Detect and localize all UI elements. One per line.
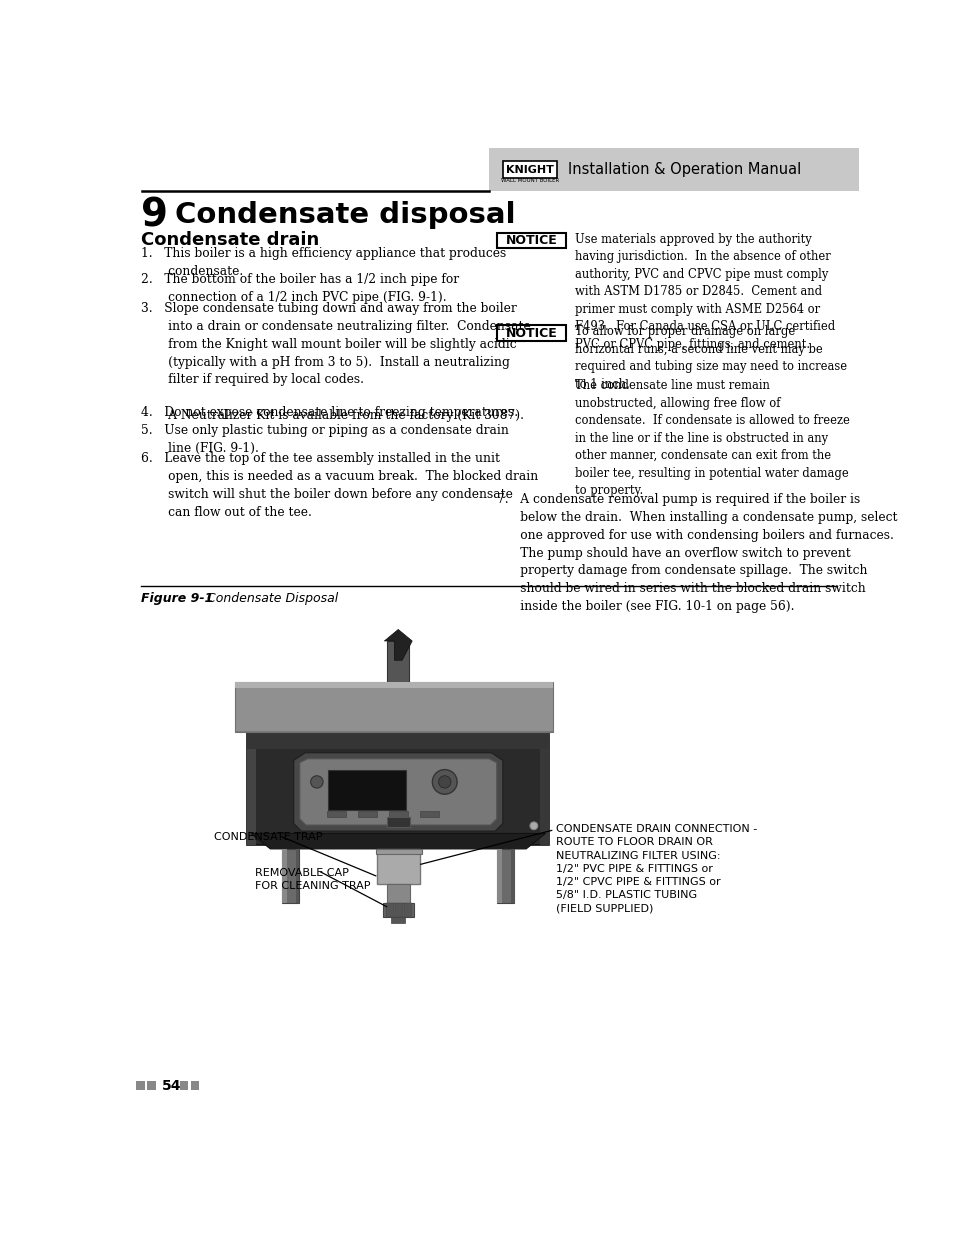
Text: Condensate disposal: Condensate disposal (174, 200, 516, 228)
Bar (327, 811, 345, 818)
Text: KNIGHT: KNIGHT (505, 164, 554, 175)
Bar (147, 1082, 155, 1091)
Text: Use materials approved by the authority
having jurisdiction.  In the absence of : Use materials approved by the authority … (575, 233, 834, 351)
Bar (404, 903, 412, 916)
Text: 4.   Do not expose condensate line to freezing temperatures.: 4. Do not expose condensate line to free… (141, 406, 517, 419)
Bar (386, 816, 410, 827)
Polygon shape (239, 683, 549, 730)
Bar (539, 730, 549, 845)
Text: Condensate Disposal: Condensate Disposal (203, 592, 338, 605)
Text: Condensate drain: Condensate drain (141, 231, 319, 249)
Bar (391, 916, 405, 923)
Bar (395, 903, 402, 916)
Text: CONDENSATE TRAP: CONDENSATE TRAP (213, 832, 322, 842)
Text: 6.   Leave the top of the tee assembly installed in the unit
       open, this i: 6. Leave the top of the tee assembly ins… (141, 452, 537, 519)
Text: 1.   This boiler is a high efficiency appliance that produces
       condensate.: 1. This boiler is a high efficiency appl… (141, 247, 506, 278)
Text: 7.   A condensate removal pump is required if the boiler is
      below the drai: 7. A condensate removal pump is required… (497, 493, 897, 613)
Bar (375, 848, 421, 853)
Text: 5.   Use only plastic tubing or piping as a condensate drain
       line (FIG. 9: 5. Use only plastic tubing or piping as … (141, 424, 508, 454)
Bar (386, 883, 410, 903)
Bar (497, 848, 514, 903)
Bar (282, 848, 298, 903)
Polygon shape (294, 752, 502, 831)
Bar (191, 1082, 199, 1091)
Bar (328, 769, 406, 810)
Bar (387, 641, 409, 730)
Text: Installation & Operation Manual: Installation & Operation Manual (568, 162, 801, 178)
Text: Figure 9-1: Figure 9-1 (141, 592, 213, 605)
Bar (382, 903, 414, 916)
Bar (419, 811, 438, 818)
Polygon shape (299, 758, 497, 825)
Text: To allow for proper drainage on large
horizontal runs, a second line vent may be: To allow for proper drainage on large ho… (575, 325, 846, 390)
Circle shape (438, 776, 451, 788)
Bar (389, 811, 407, 818)
Bar (511, 848, 514, 903)
Text: REMOVABLE CAP
FOR CLEANING TRAP: REMOVABLE CAP FOR CLEANING TRAP (254, 868, 370, 892)
Text: NOTICE: NOTICE (505, 326, 557, 340)
Bar (295, 848, 298, 903)
Text: The condensate line must remain
unobstructed, allowing free flow of
condensate. : The condensate line must remain unobstru… (575, 379, 849, 498)
Bar (235, 682, 553, 732)
Text: 3.   Slope condensate tubing down and away from the boiler
       into a drain o: 3. Slope condensate tubing down and away… (141, 303, 530, 422)
Bar (247, 730, 549, 845)
Bar (357, 811, 376, 818)
Bar (385, 903, 394, 916)
Text: CONDENSATE DRAIN CONNECTION -
ROUTE TO FLOOR DRAIN OR
NEUTRALIZING FILTER USING:: CONDENSATE DRAIN CONNECTION - ROUTE TO F… (555, 824, 756, 914)
Bar (247, 730, 549, 748)
Polygon shape (251, 834, 545, 848)
Bar (377, 848, 419, 883)
Text: 54: 54 (162, 1079, 181, 1093)
Text: 2.   The bottom of the boiler has a 1/2 inch pipe for
       connection of a 1/2: 2. The bottom of the boiler has a 1/2 in… (141, 273, 458, 304)
Bar (497, 233, 565, 248)
Bar (179, 1082, 188, 1091)
Text: WALL MOUNT BOILER: WALL MOUNT BOILER (500, 178, 558, 183)
Bar (497, 848, 501, 903)
Bar (282, 848, 286, 903)
Text: NOTICE: NOTICE (505, 235, 557, 247)
Bar (235, 682, 553, 688)
Polygon shape (384, 630, 412, 661)
Text: 9: 9 (141, 196, 168, 235)
Bar (247, 730, 256, 845)
Bar (136, 1082, 145, 1091)
Circle shape (530, 823, 537, 830)
Circle shape (311, 776, 323, 788)
Bar (488, 148, 858, 190)
Bar (497, 325, 565, 341)
Circle shape (432, 769, 456, 794)
